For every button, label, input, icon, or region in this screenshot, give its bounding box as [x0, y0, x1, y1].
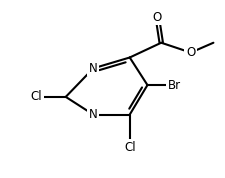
- Text: Cl: Cl: [123, 141, 135, 154]
- Text: Br: Br: [167, 78, 180, 91]
- Text: Cl: Cl: [30, 90, 42, 103]
- Text: O: O: [185, 46, 195, 59]
- Text: O: O: [152, 11, 161, 24]
- Text: N: N: [89, 108, 97, 121]
- Text: N: N: [89, 62, 97, 75]
